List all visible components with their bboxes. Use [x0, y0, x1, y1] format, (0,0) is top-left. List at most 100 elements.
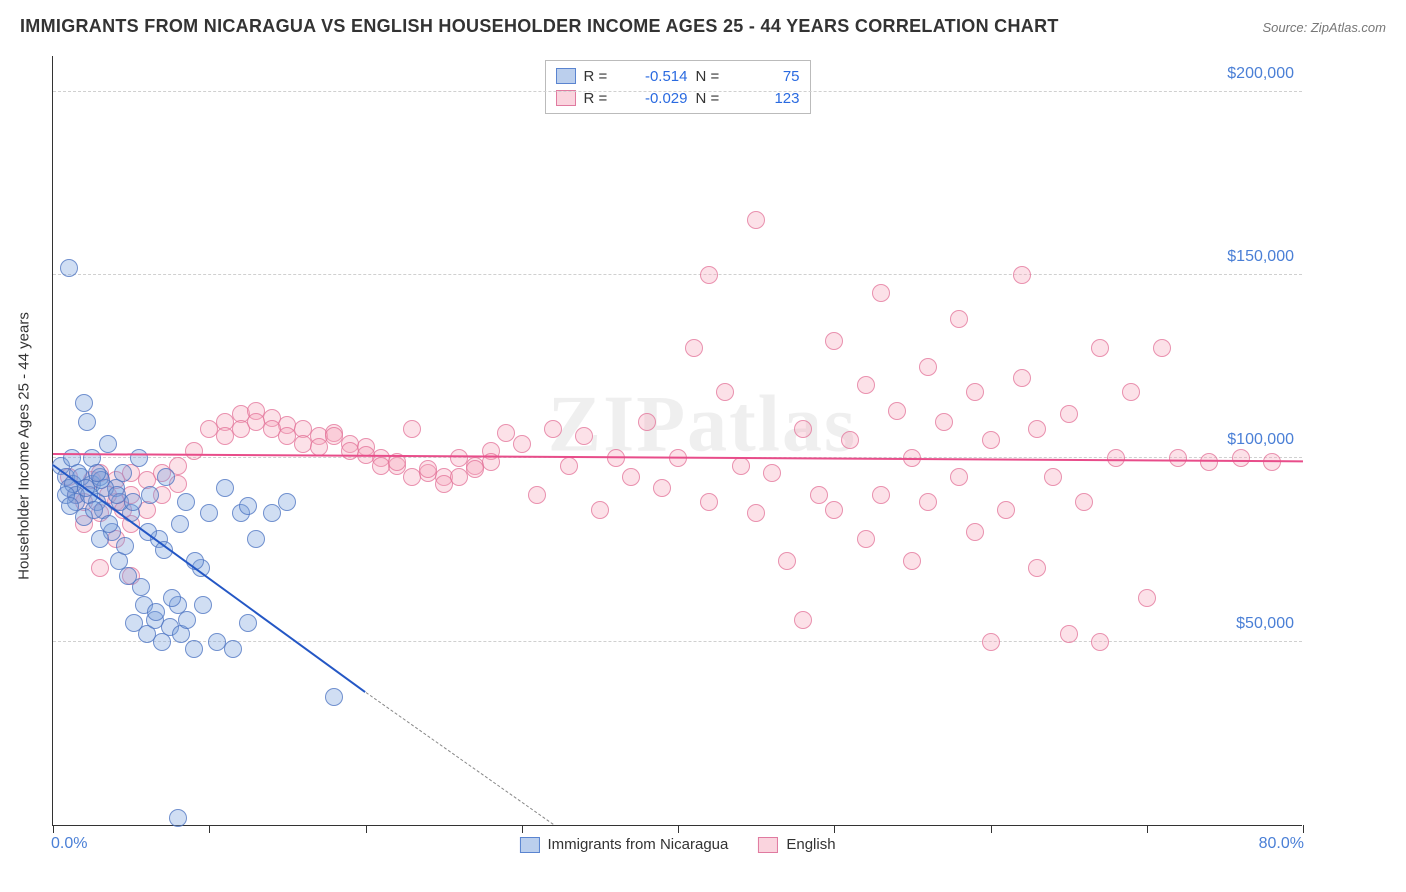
data-point-english: [653, 479, 671, 497]
scatter-plot: ZIPatlas R = -0.514 N = 75 R = -0.029 N …: [52, 56, 1302, 826]
swatch-blue-icon: [556, 68, 576, 84]
data-point-english: [1091, 633, 1109, 651]
x-tick: [53, 825, 54, 833]
data-point-english: [919, 358, 937, 376]
data-point-english: [1153, 339, 1171, 357]
data-point-english: [607, 449, 625, 467]
chart-source: Source: ZipAtlas.com: [1262, 20, 1386, 35]
data-point-english: [1028, 559, 1046, 577]
data-point-english: [560, 457, 578, 475]
data-point-english: [1091, 339, 1109, 357]
gridline: [53, 641, 1302, 642]
data-point-nicaragua: [185, 640, 203, 658]
trendline-nicaragua-extrapolated: [365, 692, 553, 825]
data-point-english: [622, 468, 640, 486]
r-value-pink: -0.029: [628, 90, 688, 107]
data-point-english: [1044, 468, 1062, 486]
data-point-english: [794, 611, 812, 629]
swatch-pink-icon: [758, 837, 778, 853]
data-point-english: [950, 468, 968, 486]
x-tick: [991, 825, 992, 833]
data-point-english: [841, 431, 859, 449]
x-tick: [834, 825, 835, 833]
x-tick: [1303, 825, 1304, 833]
data-point-nicaragua: [60, 259, 78, 277]
data-point-nicaragua: [278, 493, 296, 511]
data-point-english: [700, 493, 718, 511]
data-point-nicaragua: [147, 603, 165, 621]
data-point-english: [966, 523, 984, 541]
data-point-nicaragua: [157, 468, 175, 486]
data-point-english: [1060, 625, 1078, 643]
data-point-nicaragua: [61, 497, 79, 515]
data-point-english: [91, 559, 109, 577]
data-point-english: [747, 211, 765, 229]
swatch-blue-icon: [519, 837, 539, 853]
data-point-english: [857, 376, 875, 394]
y-tick-label: $150,000: [1227, 248, 1294, 266]
data-point-english: [419, 460, 437, 478]
x-axis-max-label: 80.0%: [1259, 835, 1304, 853]
data-point-english: [778, 552, 796, 570]
data-point-english: [825, 501, 843, 519]
data-point-english: [1060, 405, 1078, 423]
trendline-nicaragua: [52, 464, 366, 693]
legend-item-english: English: [758, 836, 835, 853]
x-tick: [366, 825, 367, 833]
data-point-nicaragua: [239, 614, 257, 632]
data-point-english: [1013, 369, 1031, 387]
gridline: [53, 274, 1302, 275]
swatch-pink-icon: [556, 90, 576, 106]
data-point-english: [872, 284, 890, 302]
data-point-nicaragua: [325, 688, 343, 706]
chart-title: IMMIGRANTS FROM NICARAGUA VS ENGLISH HOU…: [20, 16, 1059, 37]
legend-label-blue: Immigrants from Nicaragua: [547, 836, 728, 853]
x-tick: [209, 825, 210, 833]
data-point-english: [888, 402, 906, 420]
data-point-nicaragua: [78, 413, 96, 431]
data-point-nicaragua: [116, 537, 134, 555]
legend-label-pink: English: [786, 836, 835, 853]
n-label: N =: [696, 68, 732, 85]
data-point-nicaragua: [75, 394, 93, 412]
r-value-blue: -0.514: [628, 68, 688, 85]
y-axis-label: Householder Income Ages 25 - 44 years: [16, 312, 33, 580]
r-label: R =: [584, 68, 620, 85]
legend-row-blue: R = -0.514 N = 75: [556, 65, 800, 87]
n-label: N =: [696, 90, 732, 107]
data-point-english: [982, 633, 1000, 651]
data-point-english: [325, 427, 343, 445]
data-point-nicaragua: [163, 589, 181, 607]
x-tick: [678, 825, 679, 833]
x-axis-min-label: 0.0%: [51, 835, 87, 853]
data-point-english: [794, 420, 812, 438]
data-point-english: [810, 486, 828, 504]
data-point-english: [1075, 493, 1093, 511]
data-point-nicaragua: [263, 504, 281, 522]
data-point-nicaragua: [132, 578, 150, 596]
data-point-english: [857, 530, 875, 548]
data-point-nicaragua: [200, 504, 218, 522]
data-point-english: [591, 501, 609, 519]
data-point-english: [950, 310, 968, 328]
data-point-nicaragua: [216, 479, 234, 497]
x-tick: [1147, 825, 1148, 833]
data-point-english: [1200, 453, 1218, 471]
data-point-english: [966, 383, 984, 401]
data-point-nicaragua: [99, 435, 117, 453]
y-tick-label: $50,000: [1236, 615, 1294, 633]
data-point-english: [716, 383, 734, 401]
chart-header: IMMIGRANTS FROM NICARAGUA VS ENGLISH HOU…: [20, 16, 1386, 37]
y-tick-label: $100,000: [1227, 431, 1294, 449]
data-point-english: [732, 457, 750, 475]
data-point-english: [638, 413, 656, 431]
data-point-english: [528, 486, 546, 504]
n-value-blue: 75: [740, 68, 800, 85]
data-point-english: [575, 427, 593, 445]
data-point-nicaragua: [224, 640, 242, 658]
data-point-nicaragua: [239, 497, 257, 515]
data-point-english: [763, 464, 781, 482]
data-point-english: [935, 413, 953, 431]
data-point-english: [1122, 383, 1140, 401]
data-point-english: [997, 501, 1015, 519]
